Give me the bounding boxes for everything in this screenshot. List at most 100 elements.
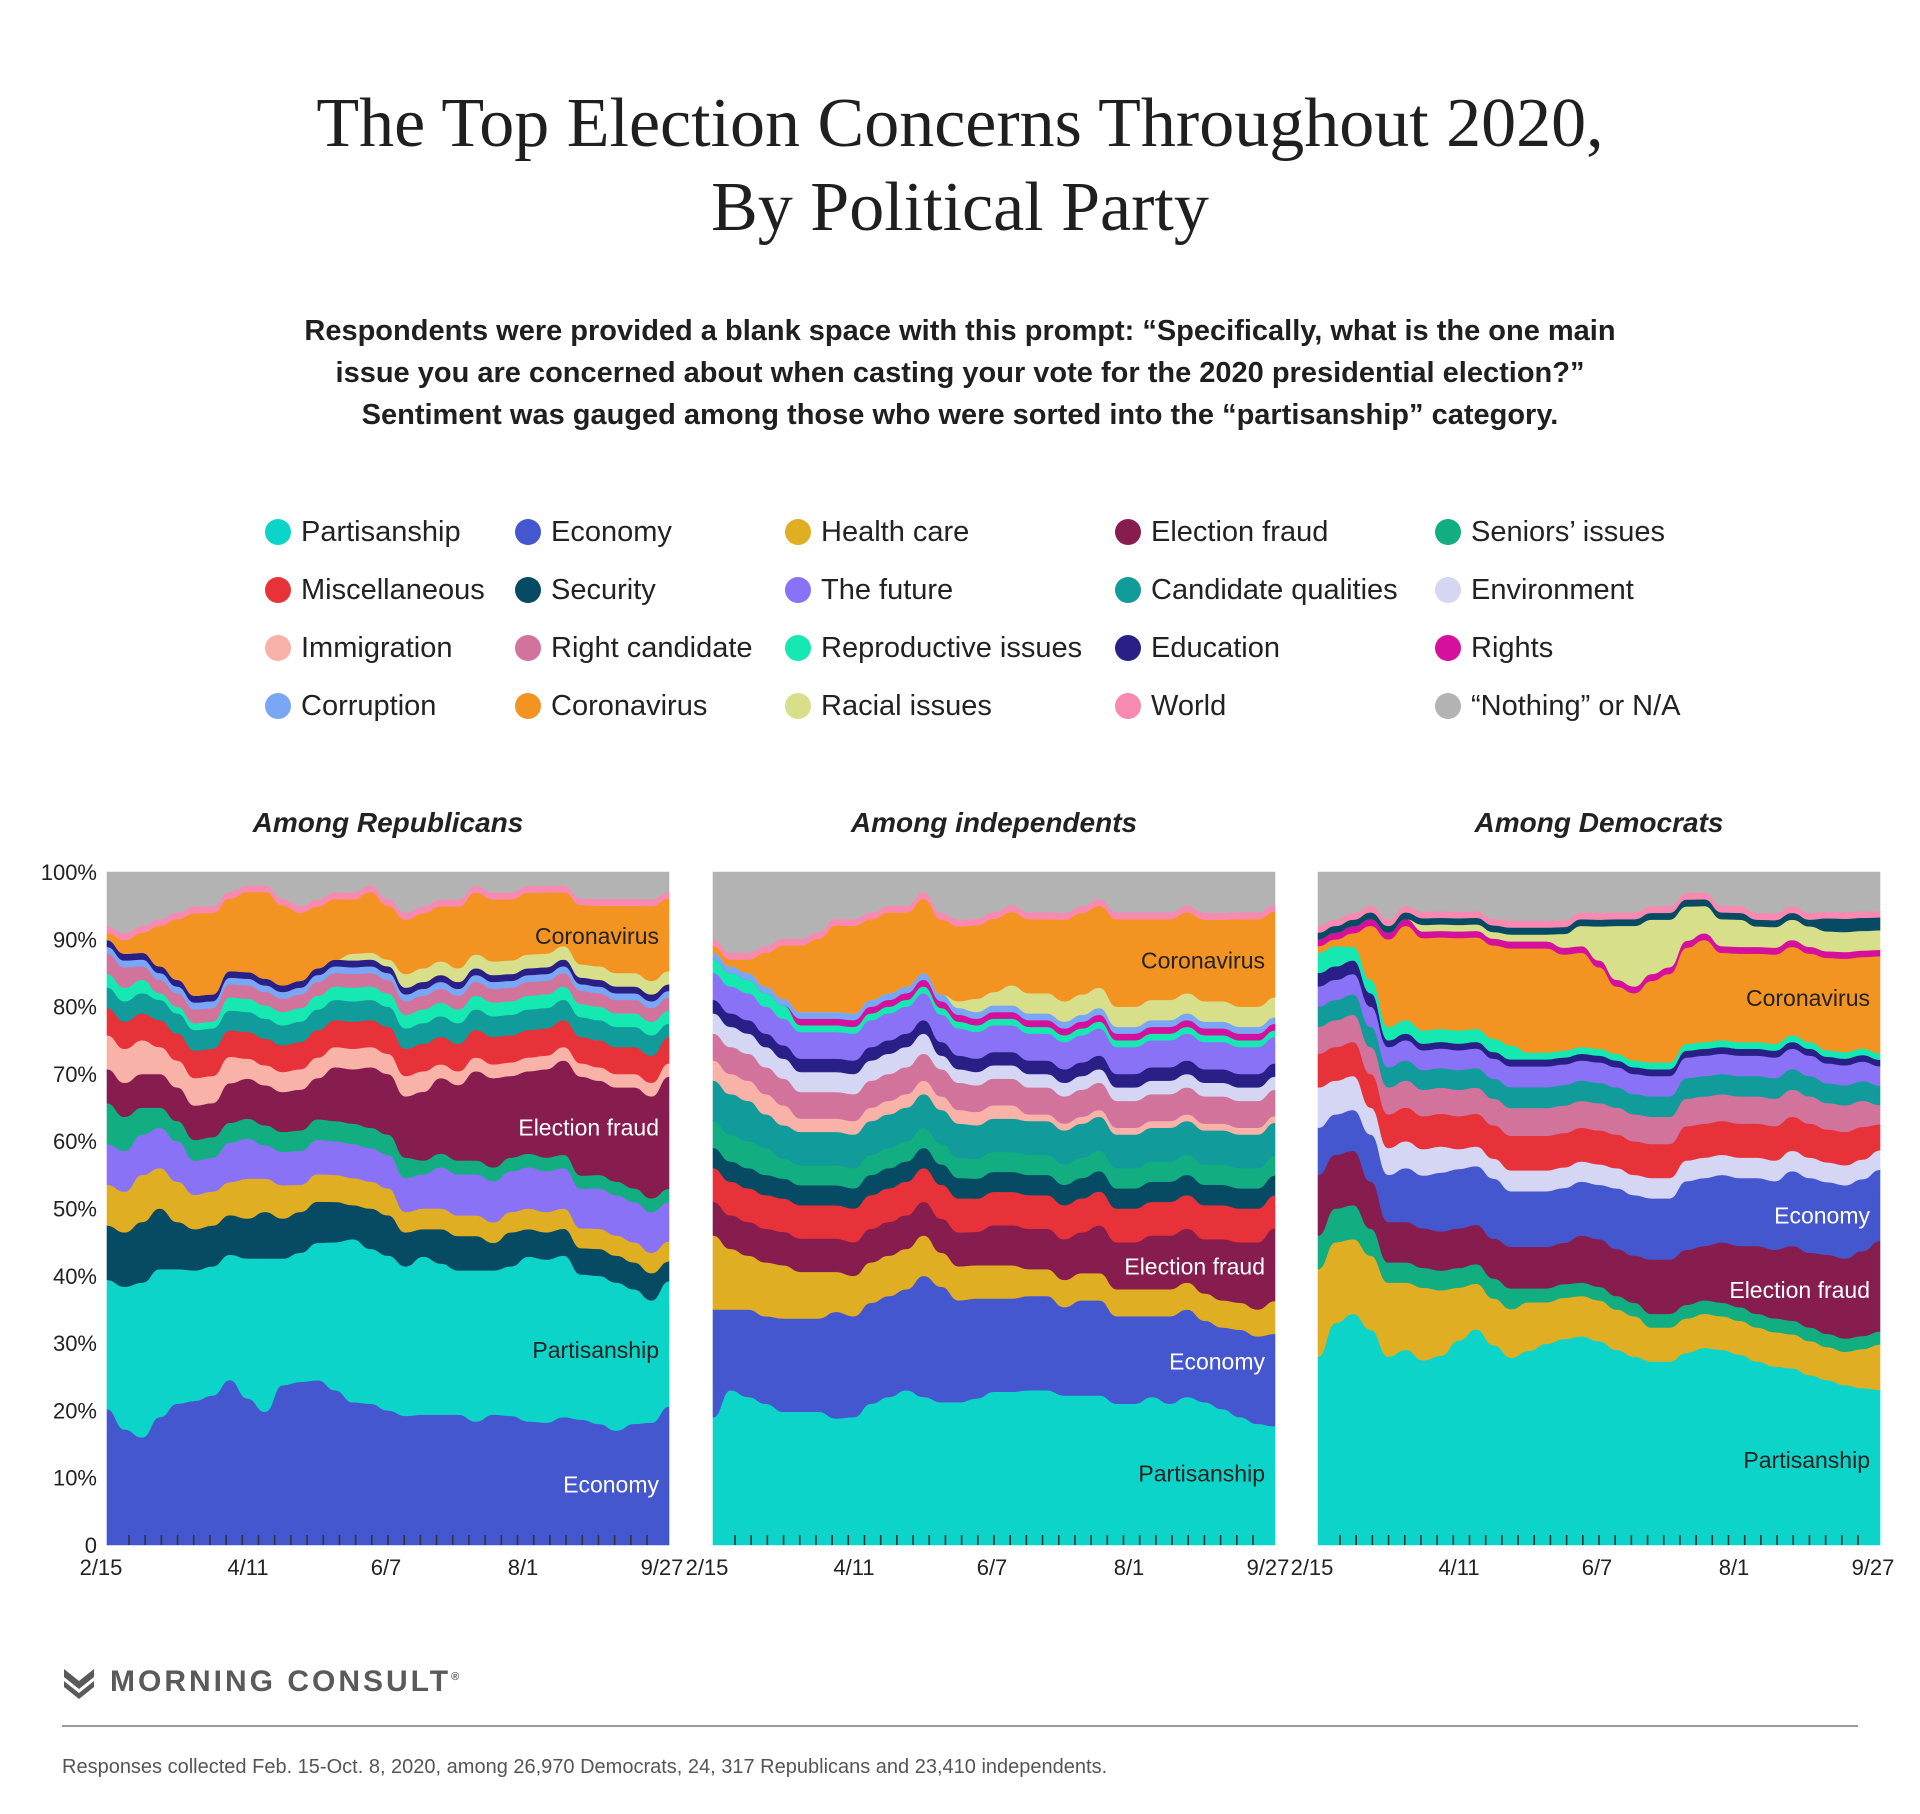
legend-label: Security [551,573,656,606]
x-tick-label: 4/11 [833,1555,874,1580]
legend-label: Candidate qualities [1151,573,1398,606]
x-tick-label: 9/27 [641,1555,684,1580]
legend-swatch [785,519,811,545]
area-annotation: Coronavirus [1746,985,1870,1011]
title-line-1: The Top Election Concerns Throughout 202… [316,85,1604,162]
legend-label: Rights [1471,631,1554,664]
brand-trademark: ® [451,1671,460,1683]
legend-item: “Nothing” or N/A [1435,686,1681,726]
x-tick-label: 4/11 [227,1555,268,1580]
legend-item: Economy [515,512,672,552]
legend-item: Coronavirus [515,686,707,726]
legend-swatch [265,635,291,661]
legend-label: Immigration [301,631,453,664]
x-tick-label: 4/11 [1438,1555,1479,1580]
legend-item: Right candidate [515,628,753,668]
legend-item: Immigration [265,628,453,668]
legend-item: Miscellaneous [265,570,485,610]
legend-label: Racial issues [821,689,992,722]
x-tick-label: 2/15 [686,1555,729,1580]
charts-area: Among Republicans 2/15 4/11 6/7 8/1 9/27 Coron… [41,807,1895,1580]
legend-swatch [1435,635,1461,661]
x-tick-label: 8/1 [1114,1555,1145,1580]
brand-logo: MORNING CONSULT® [62,1662,459,1702]
legend-swatch [785,635,811,661]
y-tick-label: 100% [41,860,97,885]
legend-label: Economy [551,515,672,548]
area-annotation: Coronavirus [535,923,659,949]
y-tick-label: 30% [53,1331,97,1356]
subtitle-line-2: issue you are concerned about when casti… [335,357,1585,389]
legend-swatch [1115,693,1141,719]
legend-item: Partisanship [265,512,461,552]
legend-item: Candidate qualities [1115,570,1398,610]
y-tick-label: 50% [53,1197,97,1222]
brand-name-text: MORNING CONSULT [110,1665,452,1698]
legend-swatch [785,693,811,719]
chart-subtitle: Respondents were provided a blank space … [150,310,1770,436]
area-annotation: Economy [1774,1202,1870,1228]
y-tick-label: 70% [53,1062,97,1087]
legend-label: The future [821,573,954,606]
footnote: Responses collected Feb. 15-Oct. 8, 2020… [62,1756,1108,1778]
legend-label: Right candidate [551,631,753,664]
x-tick-label: 9/27 [1852,1555,1895,1580]
legend-label: Health care [821,515,970,548]
legend-label: Seniors’ issues [1471,515,1665,548]
x-tick-label: 8/1 [508,1555,539,1580]
legend-label: Coronavirus [551,689,708,722]
y-tick-label: 40% [53,1264,97,1289]
legend-item: Education [1115,628,1280,668]
x-tick-label: 8/1 [1719,1555,1750,1580]
panel-title: Among Democrats [1474,807,1724,838]
chart-title: The Top Election Concerns Throughout 202… [0,82,1920,250]
brand-name: MORNING CONSULT® [110,1665,459,1699]
legend-swatch [1115,635,1141,661]
y-tick-label: 90% [53,927,97,952]
legend-label: Education [1151,631,1280,664]
area-annotation: Partisanship [1743,1447,1870,1473]
subtitle-line-1: Respondents were provided a blank space … [304,315,1616,347]
legend-item: Environment [1435,570,1634,610]
legend-swatch [1115,519,1141,545]
legend-swatch [515,635,541,661]
legend-swatch [515,693,541,719]
title-line-2: By Political Party [711,169,1209,246]
legend-swatch [1115,577,1141,603]
area-annotation: Economy [1169,1348,1265,1374]
legend-item: Health care [785,512,969,552]
area-annotation: Economy [563,1471,659,1497]
area-series [712,871,1276,954]
y-tick-label: 80% [53,995,97,1020]
legend-swatch [1435,693,1461,719]
area-series [1317,871,1881,927]
legend-label: Corruption [301,689,437,722]
panel: Among independents 2/15 4/11 6/7 8/1 9/27 Coro… [686,807,1290,1580]
legend-item: The future [785,570,953,610]
legend-swatch [265,693,291,719]
morning-consult-logo-icon [64,1669,94,1699]
legend-swatch [265,577,291,603]
legend-swatch [515,577,541,603]
panel: Among Democrats 2/15 4/11 6/7 8/1 9/27 Coronav… [1291,807,1895,1580]
legend-swatch [1435,577,1461,603]
y-tick-label: 60% [53,1129,97,1154]
legend-label: Reproductive issues [821,631,1083,664]
panel: Among Republicans 2/15 4/11 6/7 8/1 9/27 Coron… [41,807,684,1580]
legend-label: “Nothing” or N/A [1471,689,1681,722]
legend-swatch [1435,519,1461,545]
area-series [106,871,670,934]
x-tick-label: 6/7 [371,1555,402,1580]
x-tick-label: 2/15 [80,1555,123,1580]
footer-divider [62,1725,1858,1727]
x-tick-label: 9/27 [1247,1555,1290,1580]
area-annotation: Partisanship [532,1337,659,1363]
area-annotation: Partisanship [1138,1461,1265,1487]
panel-title: Among independents [850,807,1137,838]
y-tick-label: 20% [53,1398,97,1423]
legend-label: Partisanship [301,515,461,548]
y-tick-label: 10% [53,1466,97,1491]
area-annotation: Election fraud [1729,1277,1870,1303]
legend-swatch [265,519,291,545]
legend-item: Security [515,570,656,610]
